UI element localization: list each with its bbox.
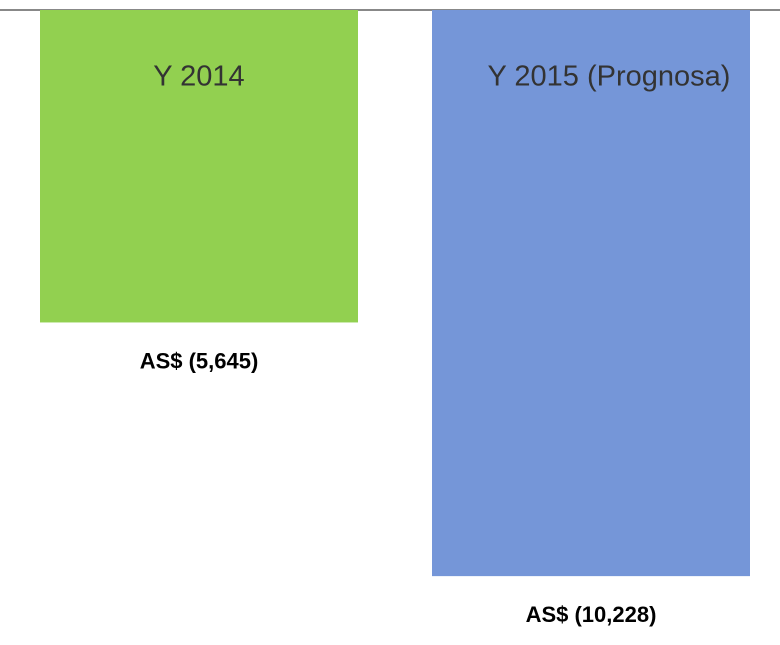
category-label: Y 2014 <box>153 61 244 93</box>
category-label: Y 2015 (Prognosa) <box>488 61 731 93</box>
value-label: AS$ (10,228) <box>526 602 657 627</box>
bar <box>432 10 750 577</box>
value-label: AS$ (5,645) <box>140 348 259 373</box>
bar <box>40 10 358 323</box>
